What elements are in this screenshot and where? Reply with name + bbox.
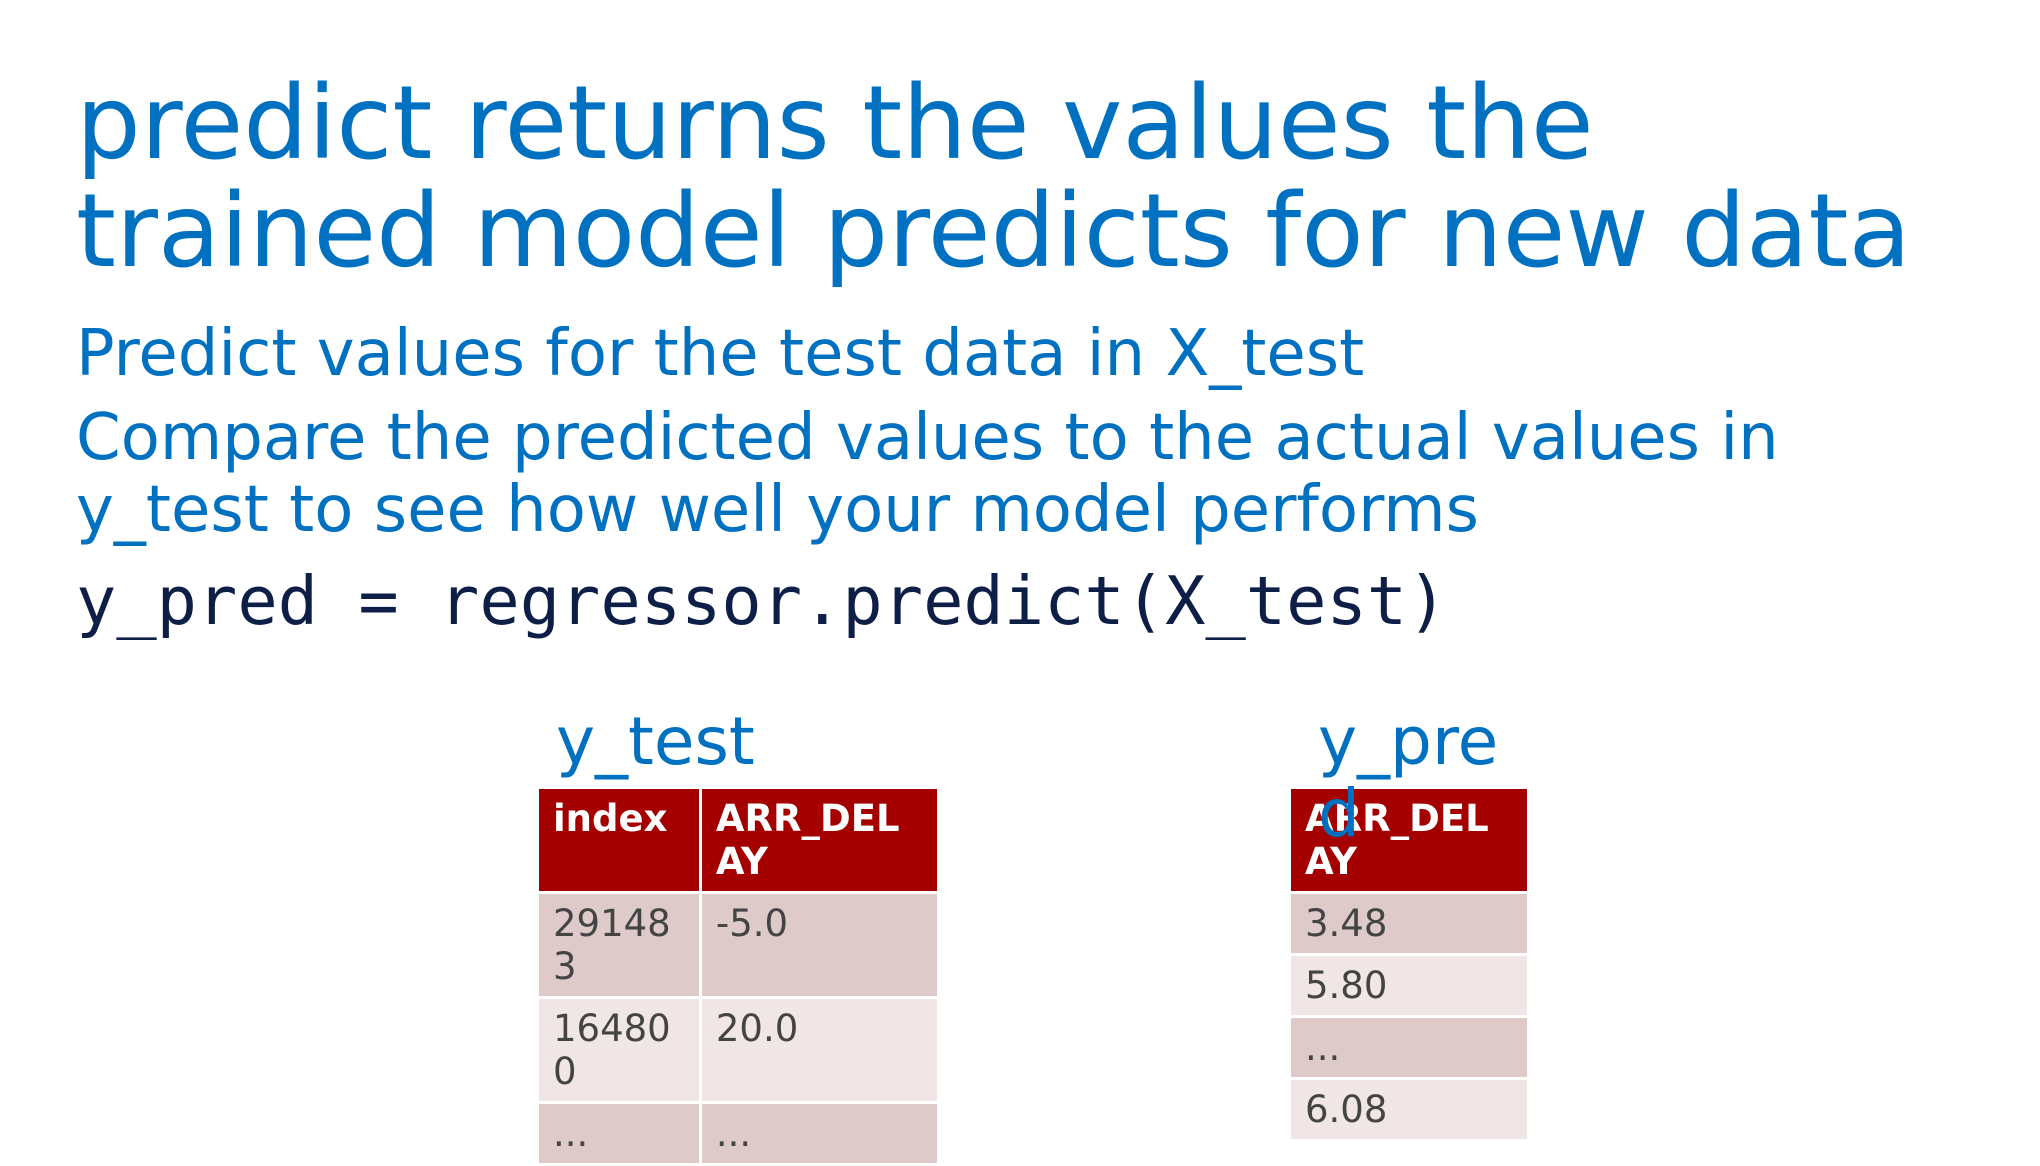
table-row: 6.08	[1288, 1077, 1530, 1142]
table-header-row: ARR_DEL AY	[1288, 786, 1530, 894]
cell-prediction: ...	[1288, 1015, 1530, 1080]
cell-arr-delay: ...	[698, 1101, 941, 1166]
y-test-table: index ARR_DEL AY 29148 3 -5.0 16480 0 20…	[536, 786, 941, 1166]
cell-arr-delay: -5.0	[698, 891, 941, 999]
code-line: y_pred = regressor.predict(X_test)	[76, 562, 1448, 640]
cell-arr-delay: 20.0	[698, 996, 941, 1104]
header-arr-delay: ARR_DEL AY	[698, 786, 941, 894]
y-pred-label: y_pre d	[1318, 703, 1499, 852]
table-row: ... ...	[536, 1101, 941, 1166]
cell-index: 16480 0	[536, 996, 702, 1104]
table-header-row: index ARR_DEL AY	[536, 786, 941, 894]
slide-title: predict returns the values the trained m…	[76, 64, 1911, 291]
bullet-compare: Compare the predicted values to the actu…	[76, 401, 1779, 547]
table-row: 29148 3 -5.0	[536, 891, 941, 999]
y-pred-table: ARR_DEL AY 3.48 5.80 ... 6.08	[1288, 786, 1530, 1142]
cell-prediction: 3.48	[1288, 891, 1530, 956]
y-test-label: y_test	[556, 703, 755, 780]
bullet-predict: Predict values for the test data in X_te…	[76, 317, 1365, 391]
table-row: ...	[1288, 1015, 1530, 1080]
cell-prediction: 5.80	[1288, 953, 1530, 1018]
cell-prediction: 6.08	[1288, 1077, 1530, 1142]
cell-index: ...	[536, 1101, 702, 1166]
table-row: 3.48	[1288, 891, 1530, 956]
header-index: index	[536, 786, 702, 894]
header-arr-delay: ARR_DEL AY	[1288, 786, 1530, 894]
table-row: 16480 0 20.0	[536, 996, 941, 1104]
table-row: 5.80	[1288, 953, 1530, 1018]
cell-index: 29148 3	[536, 891, 702, 999]
